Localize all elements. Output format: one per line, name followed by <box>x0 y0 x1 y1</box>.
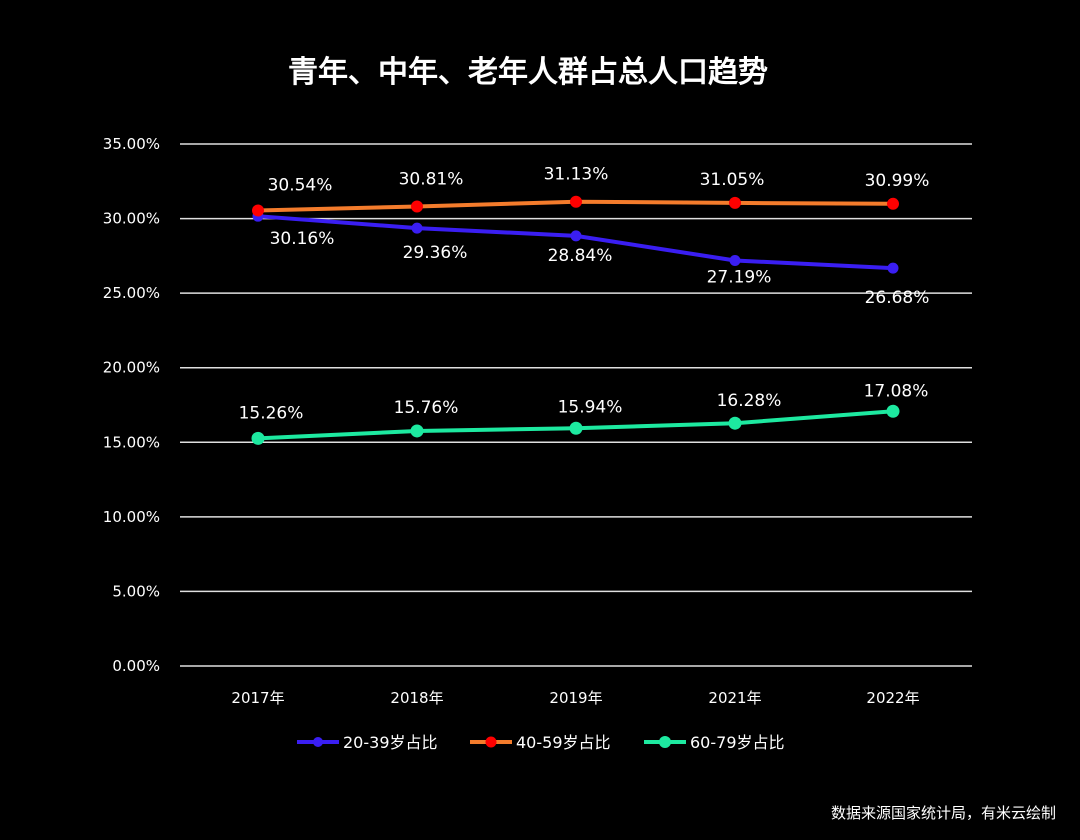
source-note: 数据来源国家统计局，有米云绘制 <box>831 804 1056 822</box>
y-tick-label: 10.00% <box>103 508 160 526</box>
data-point <box>411 222 423 234</box>
legend-swatch-marker <box>485 736 497 748</box>
y-tick-label: 35.00% <box>103 135 160 153</box>
x-tick-label: 2018年 <box>390 689 443 707</box>
legend-label: 40-59岁占比 <box>516 733 611 752</box>
data-point <box>410 424 424 438</box>
data-label: 27.19% <box>707 267 772 287</box>
x-tick-label: 2019年 <box>549 689 602 707</box>
data-labels: 30.16% 29.36% 28.84% 27.19% 26.68% 30.54% 30.8… <box>239 165 930 424</box>
data-label: 28.84% <box>548 246 613 266</box>
series-2 <box>251 404 900 445</box>
data-point <box>251 431 265 445</box>
data-label: 26.68% <box>865 288 930 308</box>
data-label: 16.28% <box>717 391 782 411</box>
chart-title: 青年、中年、老年人群占总人口趋势 <box>288 55 768 90</box>
y-tick-label: 25.00% <box>103 284 160 302</box>
y-tick-label: 30.00% <box>103 210 160 228</box>
legend-swatch-marker <box>659 736 671 748</box>
data-point <box>569 421 583 435</box>
data-point <box>411 200 423 213</box>
legend-item: 20-39岁占比 <box>297 733 438 752</box>
series-lines <box>251 195 900 445</box>
data-point <box>887 262 899 274</box>
legend-swatch-marker <box>313 737 323 747</box>
data-point <box>252 204 264 217</box>
series-1 <box>252 195 899 217</box>
data-point <box>570 195 582 208</box>
y-tick-label: 0.00% <box>112 657 160 675</box>
y-tick-label: 20.00% <box>103 359 160 377</box>
data-label: 15.76% <box>394 398 459 418</box>
data-point <box>729 254 741 266</box>
y-tick-label: 5.00% <box>112 582 160 600</box>
data-label: 15.26% <box>239 403 304 423</box>
x-tick-label: 2022年 <box>866 689 919 707</box>
data-point <box>886 404 900 418</box>
data-label: 30.99% <box>865 171 930 191</box>
data-label: 31.13% <box>544 165 609 185</box>
legend-item: 40-59岁占比 <box>470 733 611 752</box>
data-point <box>729 196 741 209</box>
legend-item: 60-79岁占比 <box>644 733 785 752</box>
data-label: 30.16% <box>270 229 335 249</box>
series-0 <box>252 210 899 274</box>
data-label: 31.05% <box>700 170 765 190</box>
legend-label: 60-79岁占比 <box>690 733 785 752</box>
x-tick-label: 2021年 <box>708 689 761 707</box>
data-label: 30.54% <box>268 176 333 196</box>
data-point <box>887 197 899 210</box>
data-label: 15.94% <box>558 397 623 417</box>
y-tick-label: 15.00% <box>103 433 160 451</box>
x-tick-label: 2017年 <box>231 689 284 707</box>
data-label: 17.08% <box>864 381 929 401</box>
data-label: 30.81% <box>399 169 464 189</box>
legend: 20-39岁占比 40-59岁占比 60-79岁占比 <box>297 733 785 752</box>
data-point <box>728 416 742 430</box>
data-point <box>570 230 582 242</box>
x-axis-ticks: 2017年 2018年 2019年 2021年 2022年 <box>231 689 919 707</box>
legend-label: 20-39岁占比 <box>343 733 438 752</box>
y-axis-ticks: 0.00% 5.00% 10.00% 15.00% 20.00% 25.00% 30.00%… <box>103 135 160 675</box>
data-label: 29.36% <box>403 243 468 263</box>
